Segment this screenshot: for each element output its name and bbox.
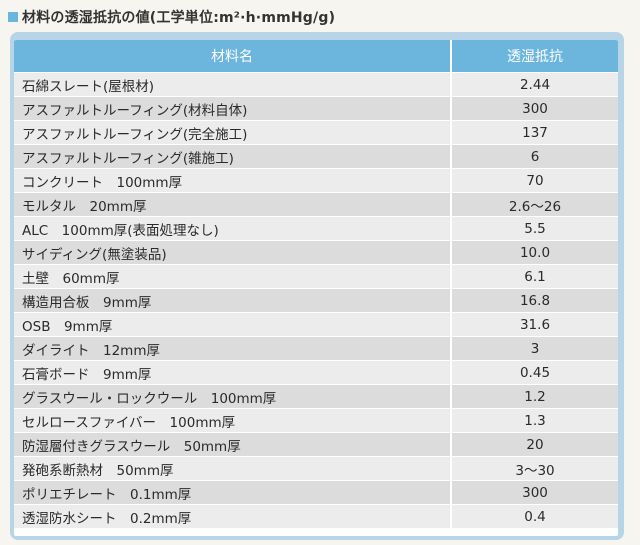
material-name-cell: ダイライト 12mm厚 <box>14 336 452 361</box>
resistance-value-cell: 1.3 <box>451 408 618 433</box>
material-name-cell: グラスウール・ロックウール 100mm厚 <box>14 384 452 409</box>
title-text: 材料の透湿抵抗の値(工学単位:m²·h·mmHg/g) <box>22 10 336 26</box>
resistance-value-cell: 1.2 <box>451 384 618 409</box>
table-row: グラスウール・ロックウール 100mm厚 1.2 <box>14 384 618 409</box>
resistance-value-cell: 16.8 <box>451 288 618 313</box>
material-name-cell: 土壁 60mm厚 <box>14 264 452 289</box>
table-row: OSB 9mm厚 31.6 <box>14 312 618 337</box>
header-resistance: 透湿抵抗 <box>451 40 618 73</box>
resistance-value-cell: 70 <box>451 168 618 193</box>
material-name-cell: セルロースファイバー 100mm厚 <box>14 408 452 433</box>
resistance-value-cell: 300 <box>451 480 618 505</box>
resistance-value-cell: 5.5 <box>451 216 618 241</box>
resistance-value-cell: 3 <box>451 336 618 361</box>
material-name-cell: ポリエチレート 0.1mm厚 <box>14 480 452 505</box>
table-row: ポリエチレート 0.1mm厚 300 <box>14 480 618 505</box>
resistance-value-cell: 10.0 <box>451 240 618 265</box>
material-name-cell: アスファルトルーフィング(雑施工) <box>14 144 452 169</box>
table-row: 石膏ボード 9mm厚 0.45 <box>14 360 618 385</box>
material-name-cell: サイディング(無塗装品) <box>14 240 452 265</box>
table-row: アスファルトルーフィング(完全施工) 137 <box>14 120 618 145</box>
table-container: 材料名 透湿抵抗 石綿スレート(屋根材) 2.44 アスファルトルーフィング(材料自… <box>14 40 618 536</box>
resistance-value-cell: 3～30 <box>451 456 618 481</box>
header-material: 材料名 <box>14 40 452 73</box>
square-bullet-icon <box>8 12 18 22</box>
table-row: アスファルトルーフィング(材料自体) 300 <box>14 96 618 121</box>
table-row: 透湿防水シート 0.2mm厚 0.4 <box>14 504 618 528</box>
table-row: 防湿層付きグラスウール 50mm厚 20 <box>14 432 618 457</box>
table-row: 石綿スレート(屋根材) 2.44 <box>14 72 618 97</box>
table-row: アスファルトルーフィング(雑施工) 6 <box>14 144 618 169</box>
material-name-cell: 石膏ボード 9mm厚 <box>14 360 452 385</box>
material-name-cell: 発砲系断熱材 50mm厚 <box>14 456 452 481</box>
material-name-cell: 透湿防水シート 0.2mm厚 <box>14 504 452 528</box>
resistance-value-cell: 137 <box>451 120 618 145</box>
table-title: 材料の透湿抵抗の値(工学単位:m²·h·mmHg/g) <box>8 6 335 28</box>
resistance-value-cell: 0.45 <box>451 360 618 385</box>
material-name-cell: アスファルトルーフィング(完全施工) <box>14 120 452 145</box>
resistance-value-cell: 31.6 <box>451 312 618 337</box>
table-row: 構造用合板 9mm厚 16.8 <box>14 288 618 313</box>
table-row: セルロースファイバー 100mm厚 1.3 <box>14 408 618 433</box>
table-row: 発砲系断熱材 50mm厚 3～30 <box>14 456 618 481</box>
table-row: ダイライト 12mm厚 3 <box>14 336 618 361</box>
material-name-cell: アスファルトルーフィング(材料自体) <box>14 96 452 121</box>
table-header-row: 材料名 透湿抵抗 <box>14 40 618 73</box>
material-name-cell: 防湿層付きグラスウール 50mm厚 <box>14 432 452 457</box>
material-name-cell: 石綿スレート(屋根材) <box>14 72 452 97</box>
resistance-value-cell: 0.4 <box>451 504 618 528</box>
material-name-cell: ALC 100mm厚(表面処理なし) <box>14 216 452 241</box>
resistance-value-cell: 300 <box>451 96 618 121</box>
table-row: 土壁 60mm厚 6.1 <box>14 264 618 289</box>
resistance-value-cell: 6 <box>451 144 618 169</box>
resistance-value-cell: 2.44 <box>451 72 618 97</box>
resistance-value-cell: 6.1 <box>451 264 618 289</box>
table-row: コンクリート 100mm厚 70 <box>14 168 618 193</box>
material-name-cell: OSB 9mm厚 <box>14 312 452 337</box>
material-name-cell: 構造用合板 9mm厚 <box>14 288 452 313</box>
table-row: モルタル 20mm厚 2.6～26 <box>14 192 618 217</box>
material-name-cell: コンクリート 100mm厚 <box>14 168 452 193</box>
moisture-resistance-table: 材料名 透湿抵抗 石綿スレート(屋根材) 2.44 アスファルトルーフィング(材料自… <box>14 40 618 528</box>
resistance-value-cell: 2.6～26 <box>451 192 618 217</box>
resistance-value-cell: 20 <box>451 432 618 457</box>
table-row: ALC 100mm厚(表面処理なし) 5.5 <box>14 216 618 241</box>
material-name-cell: モルタル 20mm厚 <box>14 192 452 217</box>
table-row: サイディング(無塗装品) 10.0 <box>14 240 618 265</box>
